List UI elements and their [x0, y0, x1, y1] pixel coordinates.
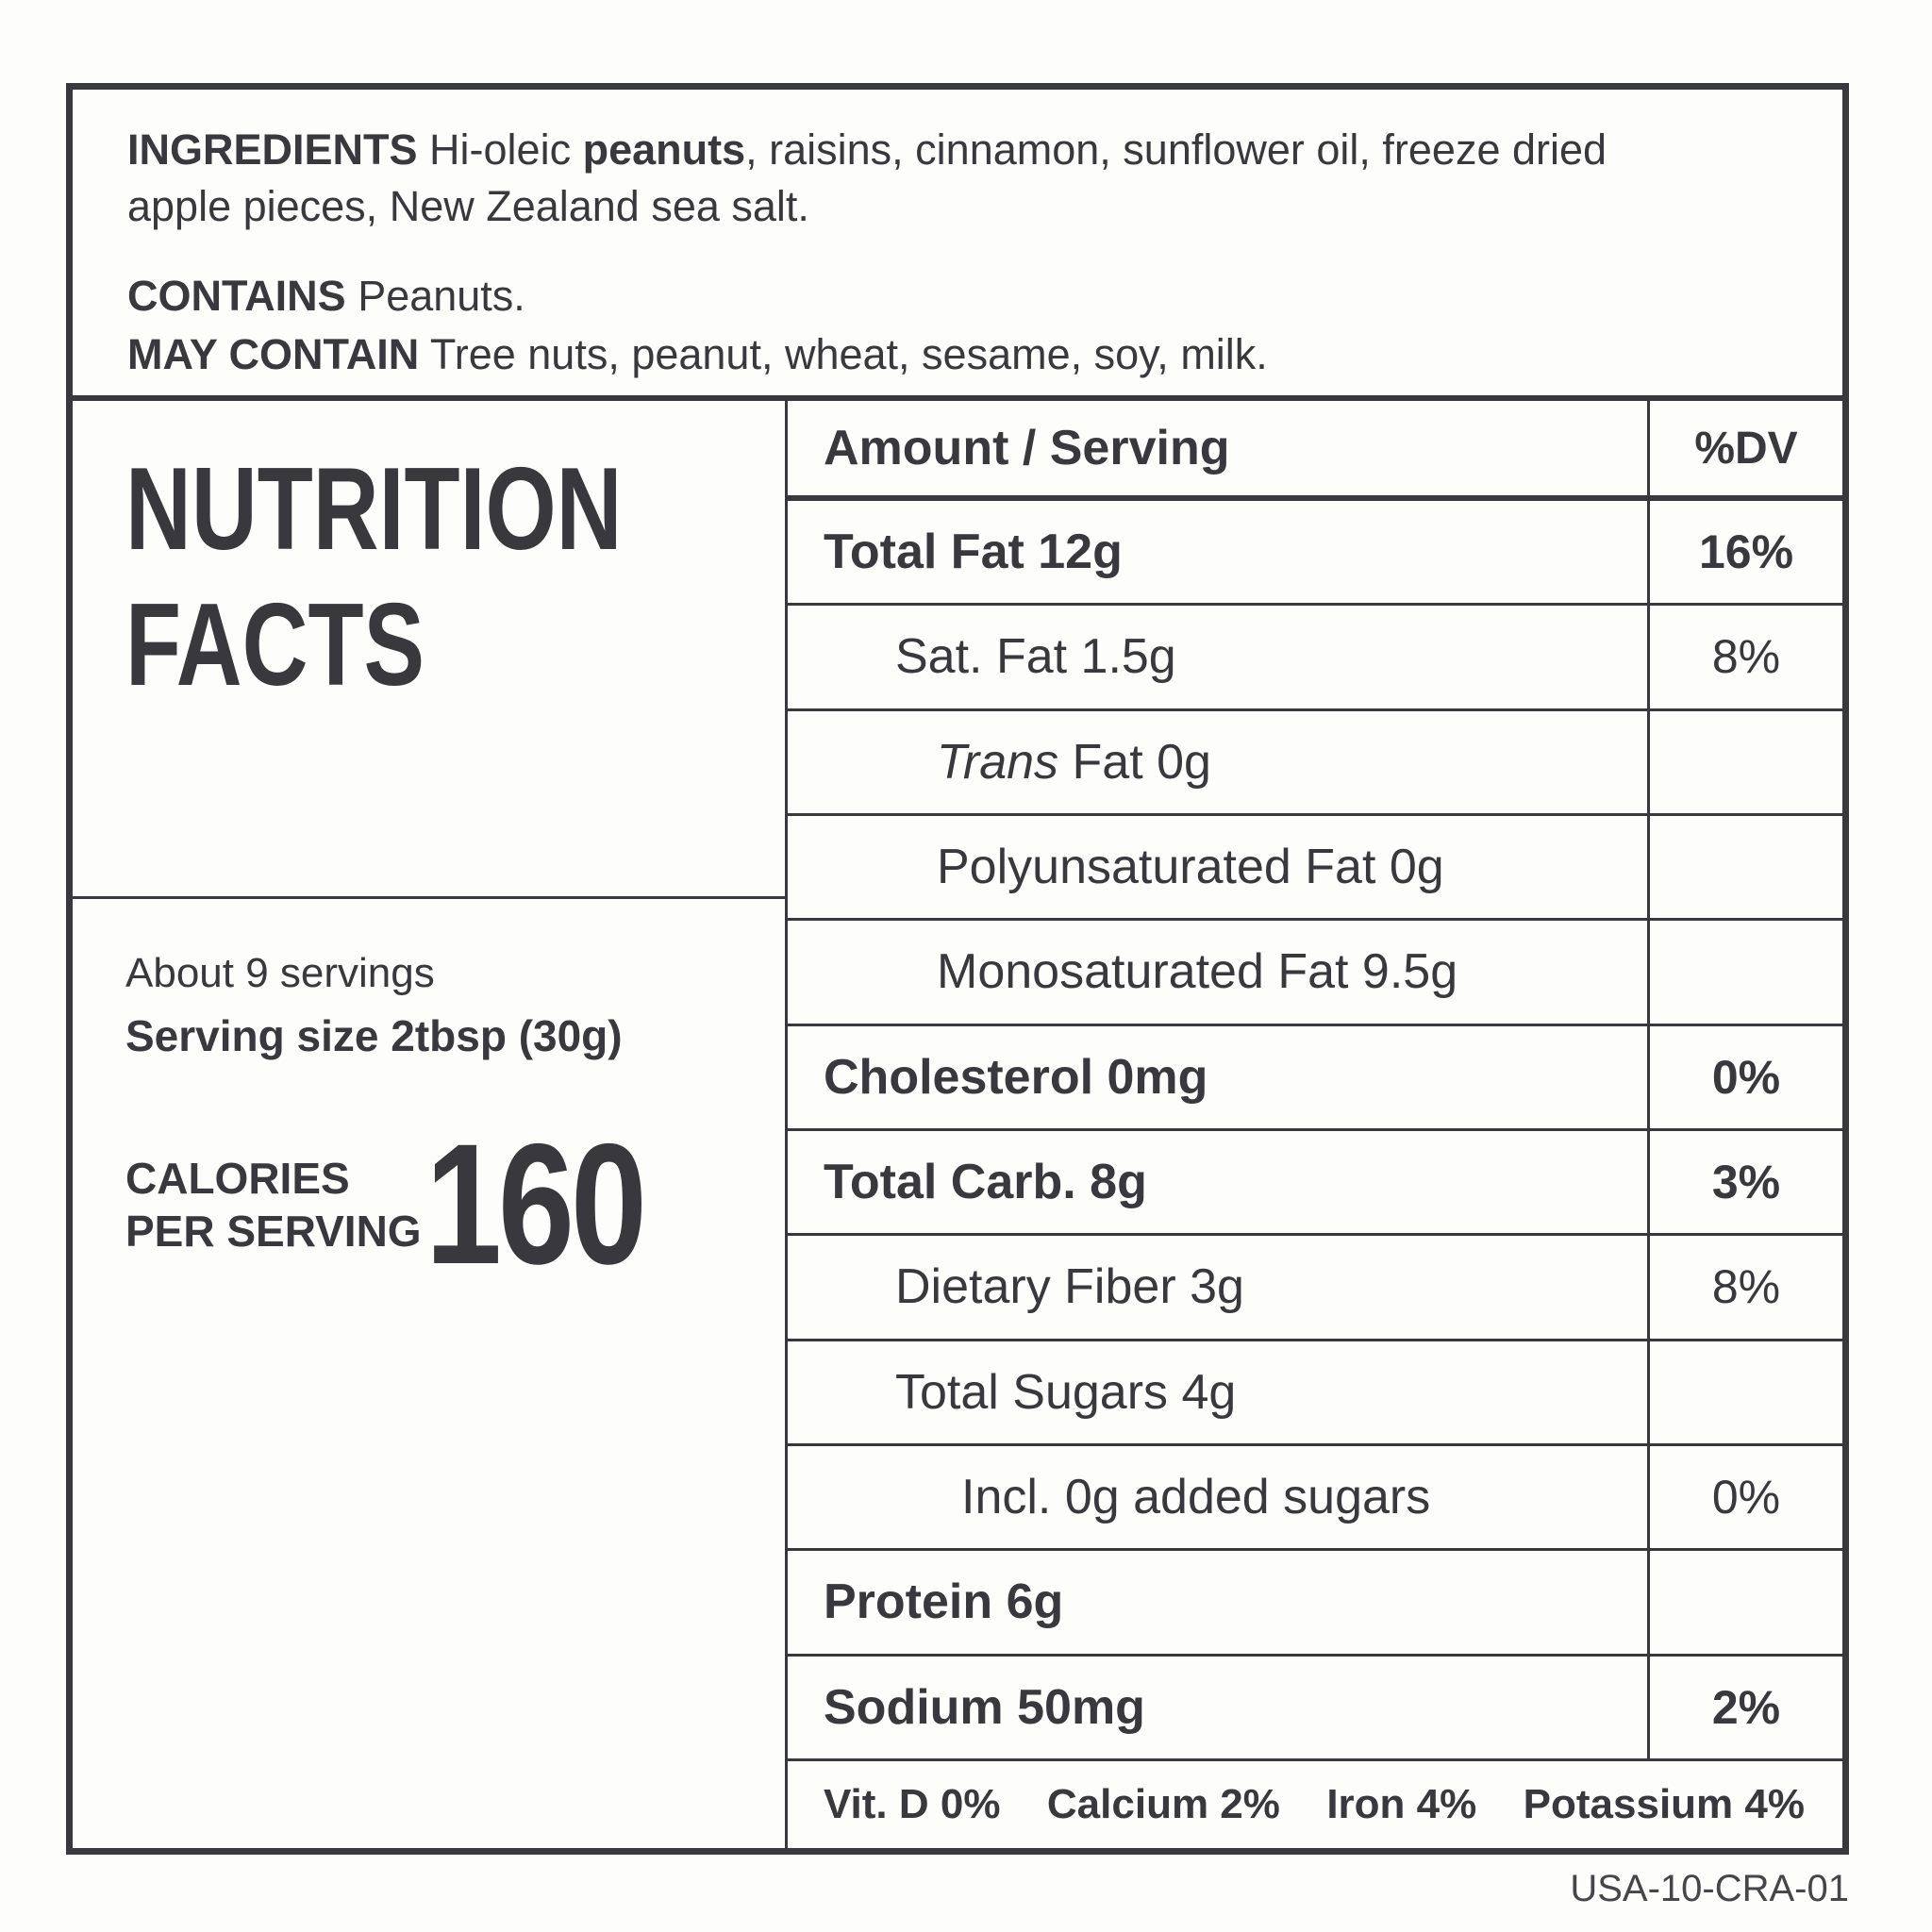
table-header-row: Amount / Serving %DV [788, 401, 1842, 495]
ingredients-bold-item: peanuts [582, 125, 746, 174]
title-line1: NUTRITION [125, 444, 623, 575]
micro-item-iron: Iron 4% [1326, 1780, 1477, 1827]
trans-italic: Trans [937, 734, 1059, 790]
micro-item-calcium: Calcium 2% [1046, 1780, 1280, 1827]
nutrient-label: Sat. Fat 1.5g [895, 629, 1176, 685]
table-header-dv: %DV [1647, 401, 1842, 495]
dv-value [1647, 1341, 1842, 1443]
nutrient-label: Total Sugars 4g [895, 1364, 1237, 1420]
nutrient-row-added-sugars: Incl. 0g added sugars 0% [788, 1442, 1842, 1549]
ingredients-heading: INGREDIENTS [127, 125, 418, 174]
contains-heading: CONTAINS [127, 272, 346, 320]
trans-rest: Fat 0g [1058, 734, 1211, 790]
contains-line: CONTAINS Peanuts. [127, 267, 1805, 325]
nutrient-row-total-sugars: Total Sugars 4g [788, 1338, 1842, 1443]
nutrient-row-trans-fat: Trans Fat 0g [788, 708, 1842, 813]
nutrient-row-cholesterol: Cholesterol 0mg 0% [788, 1023, 1842, 1128]
servings-count: About 9 servings [125, 950, 435, 996]
nutrient-label: Trans Fat 0g [788, 711, 1647, 813]
nutrient-row-total-carb: Total Carb. 8g 3% [788, 1127, 1842, 1234]
nutrient-label: Polyunsaturated Fat 0g [937, 840, 1444, 895]
nutrient-row-protein: Protein 6g [788, 1548, 1842, 1654]
dv-value: 0% [1647, 1445, 1842, 1549]
dv-value [1647, 815, 1842, 919]
micro-item-vitamin-d: Vit. D 0% [824, 1780, 1001, 1827]
dv-value: 2% [1647, 1656, 1842, 1758]
ingredients-section: INGREDIENTS Hi-oleic peanuts, raisins, c… [73, 90, 1842, 401]
contains-text: Peanuts. [358, 272, 525, 320]
dv-value [1647, 1551, 1842, 1654]
may-contain-heading: MAY CONTAIN [127, 330, 420, 378]
nutrient-label: Monosaturated Fat 9.5g [937, 944, 1458, 1000]
nutrient-label: Cholesterol 0mg [824, 1049, 1208, 1105]
nutrient-label: Total Fat 12g [824, 525, 1123, 580]
allergen-lines: CONTAINS Peanuts. MAY CONTAIN Tree nuts,… [127, 267, 1805, 384]
calories-block: CALORIES PER SERVING 160 [125, 1108, 762, 1300]
dv-value [1647, 921, 1842, 1024]
nutrient-row-dietary-fiber: Dietary Fiber 3g 8% [788, 1233, 1842, 1339]
ingredients-rest-line1: , raisins, cinnamon, sunflower oil, free… [745, 125, 1607, 174]
nutrient-row-sodium: Sodium 50mg 2% [788, 1653, 1842, 1758]
calories-label-line1: CALORIES [125, 1153, 350, 1203]
nutrient-row-total-fat: Total Fat 12g 16% [788, 495, 1842, 604]
nutrient-row-polyunsaturated-fat: Polyunsaturated Fat 0g [788, 812, 1842, 919]
dv-value: 8% [1647, 1236, 1842, 1339]
may-contain-text: Tree nuts, peanut, wheat, sesame, soy, m… [429, 330, 1268, 378]
footer-code: USA-10-CRA-01 [1570, 1868, 1849, 1909]
table-header-amount: Amount / Serving [824, 421, 1230, 475]
nutrient-label: Incl. 0g added sugars [961, 1470, 1431, 1525]
nutrient-label: Dietary Fiber 3g [895, 1259, 1244, 1315]
table-right-column: Amount / Serving %DV Total Fat 12g 16% S… [788, 401, 1842, 1848]
ingredients-rest-line2: apple pieces, New Zealand sea salt. [127, 182, 809, 230]
ingredients-paragraph: INGREDIENTS Hi-oleic peanuts, raisins, c… [127, 122, 1805, 235]
nutrient-label: Total Carb. 8g [824, 1155, 1147, 1210]
table-left-column: NUTRITION FACTS About 9 servings Serving… [73, 401, 788, 1848]
dv-value [1647, 710, 1842, 813]
micronutrients-row: Vit. D 0% Calcium 2% Iron 4% Potassium 4… [788, 1757, 1842, 1848]
title-line2: FACTS [125, 579, 425, 710]
may-contain-line: MAY CONTAIN Tree nuts, peanut, wheat, se… [127, 325, 1805, 384]
nutrient-row-monosaturated-fat: Monosaturated Fat 9.5g [788, 918, 1842, 1024]
dv-value: 3% [1647, 1130, 1842, 1234]
micro-item-potassium: Potassium 4% [1523, 1780, 1805, 1827]
ingredients-pre-bold: Hi-oleic [429, 125, 572, 174]
serving-info-cell: About 9 servings Serving size 2tbsp (30g… [73, 899, 785, 1848]
serving-size: Serving size 2tbsp (30g) [125, 1011, 623, 1060]
nutrient-row-sat-fat: Sat. Fat 1.5g 8% [788, 603, 1842, 708]
nutrient-label: Sodium 50mg [824, 1679, 1145, 1735]
dv-value: 0% [1647, 1025, 1842, 1128]
title-cell: NUTRITION FACTS [73, 401, 785, 899]
nutrient-label: Protein 6g [824, 1574, 1064, 1630]
dv-value: 16% [1647, 501, 1842, 604]
dv-value: 8% [1647, 606, 1842, 708]
calories-value: 160 [425, 1108, 647, 1300]
nutrition-facts-title: NUTRITION FACTS [125, 442, 640, 714]
calories-label: CALORIES PER SERVING [125, 1152, 422, 1257]
nutrition-label-box: INGREDIENTS Hi-oleic peanuts, raisins, c… [66, 83, 1849, 1855]
nutrition-table: NUTRITION FACTS About 9 servings Serving… [73, 401, 1842, 1848]
calories-label-line2: PER SERVING [125, 1206, 422, 1256]
